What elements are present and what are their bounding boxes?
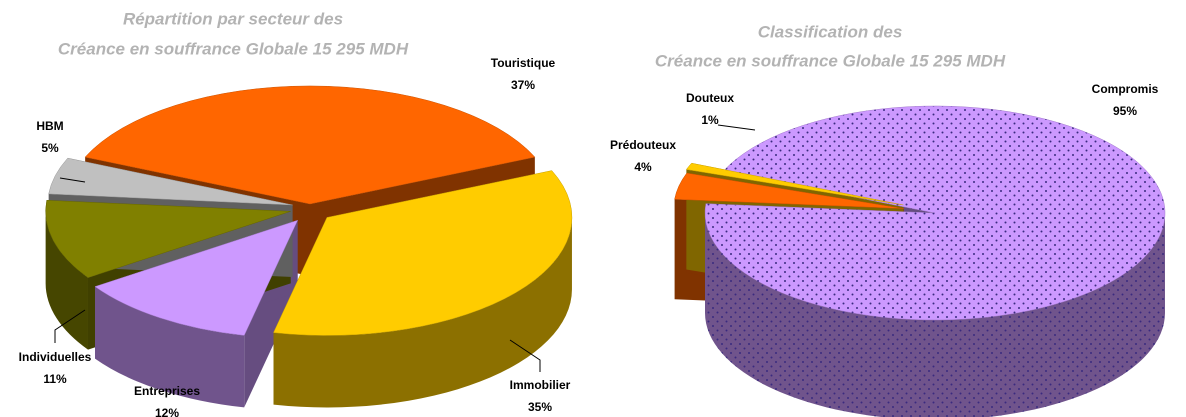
slice bbox=[674, 172, 904, 209]
slice-value-label: 35% bbox=[528, 400, 552, 414]
slice-label: Entreprises bbox=[134, 384, 200, 398]
chart-title: Répartition par secteur des bbox=[123, 9, 343, 28]
slice-side bbox=[94, 286, 245, 408]
slice-label: Prédouteux bbox=[610, 138, 676, 152]
slice-side bbox=[273, 217, 572, 408]
chart-title: Créance en souffrance Globale 15 295 MDH bbox=[655, 51, 1006, 70]
slice bbox=[94, 219, 299, 336]
slice-label: Touristique bbox=[491, 56, 556, 70]
slice-value-label: 12% bbox=[155, 406, 179, 417]
slice-value-label: 4% bbox=[634, 160, 652, 174]
slice bbox=[273, 170, 573, 336]
slice bbox=[45, 199, 291, 278]
leader-line bbox=[59, 177, 86, 183]
slice bbox=[685, 162, 904, 206]
slice bbox=[84, 85, 536, 205]
slice-value-label: 37% bbox=[511, 78, 535, 92]
slice-label: Individuelles bbox=[19, 350, 92, 364]
pie bbox=[45, 85, 573, 408]
slice-dots bbox=[704, 106, 1166, 320]
slice-label: Immobilier bbox=[510, 378, 571, 392]
leader-line bbox=[509, 339, 541, 372]
slice-value-label: 1% bbox=[701, 113, 719, 127]
slice-side-dots bbox=[705, 213, 1165, 417]
slice-value-label: 5% bbox=[41, 141, 59, 155]
slice-label: Douteux bbox=[686, 91, 734, 105]
slice-value-label: 11% bbox=[43, 372, 67, 386]
pie bbox=[674, 105, 1166, 417]
chart-title: Créance en souffrance Globale 15 295 MDH bbox=[58, 39, 409, 58]
slice bbox=[48, 157, 293, 206]
leader-line bbox=[54, 309, 86, 343]
chart-title: Classification des bbox=[758, 22, 903, 41]
slice-value-label: 95% bbox=[1113, 104, 1137, 118]
slice-label: HBM bbox=[36, 119, 63, 133]
slice-label: Compromis bbox=[1092, 82, 1159, 96]
leader-line bbox=[717, 124, 756, 131]
